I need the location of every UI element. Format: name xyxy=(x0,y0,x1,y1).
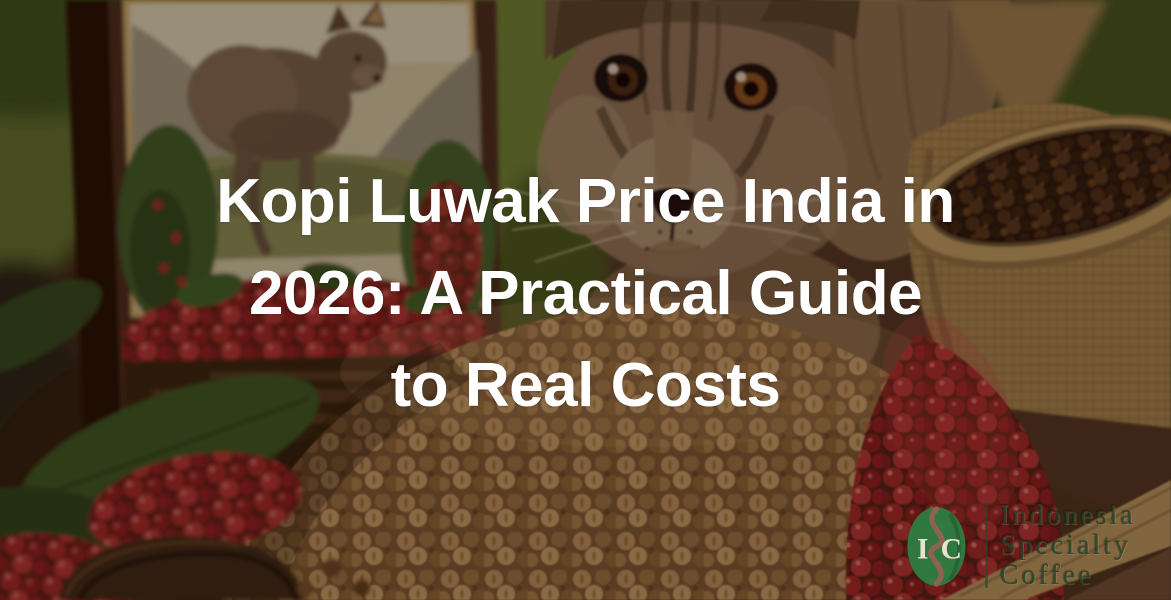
brand-watermark: I C Indonesia Specialty Coffee xyxy=(906,501,1136,591)
brand-line-1: Indonesia xyxy=(1000,500,1136,531)
coffee-bag xyxy=(66,0,502,446)
civet-illustration xyxy=(187,0,387,256)
monogram-letter-i: I xyxy=(917,533,928,565)
brand-line-3: Coffee xyxy=(1000,560,1094,591)
bean-basket xyxy=(220,297,1171,600)
title-line-3: to Real Costs xyxy=(390,351,781,420)
logo-divider xyxy=(985,504,988,588)
coffee-bean-logo-icon: I C xyxy=(907,505,966,587)
monogram-letter-c: C xyxy=(941,533,962,565)
title-line-2: 2026: A Practical Guide xyxy=(248,259,923,328)
page-title: Kopi Luwak Price India in 2026: A Practi… xyxy=(0,156,1171,432)
brand-name: Indonesia Specialty Coffee xyxy=(1000,501,1136,591)
foreground-leaves-and-bowl xyxy=(0,279,370,600)
civet-whiskers xyxy=(504,187,826,263)
title-line-1: Kopi Luwak Price India in xyxy=(216,167,955,236)
brand-line-2: Specialty xyxy=(1000,530,1132,561)
civet-eyes xyxy=(594,54,778,111)
